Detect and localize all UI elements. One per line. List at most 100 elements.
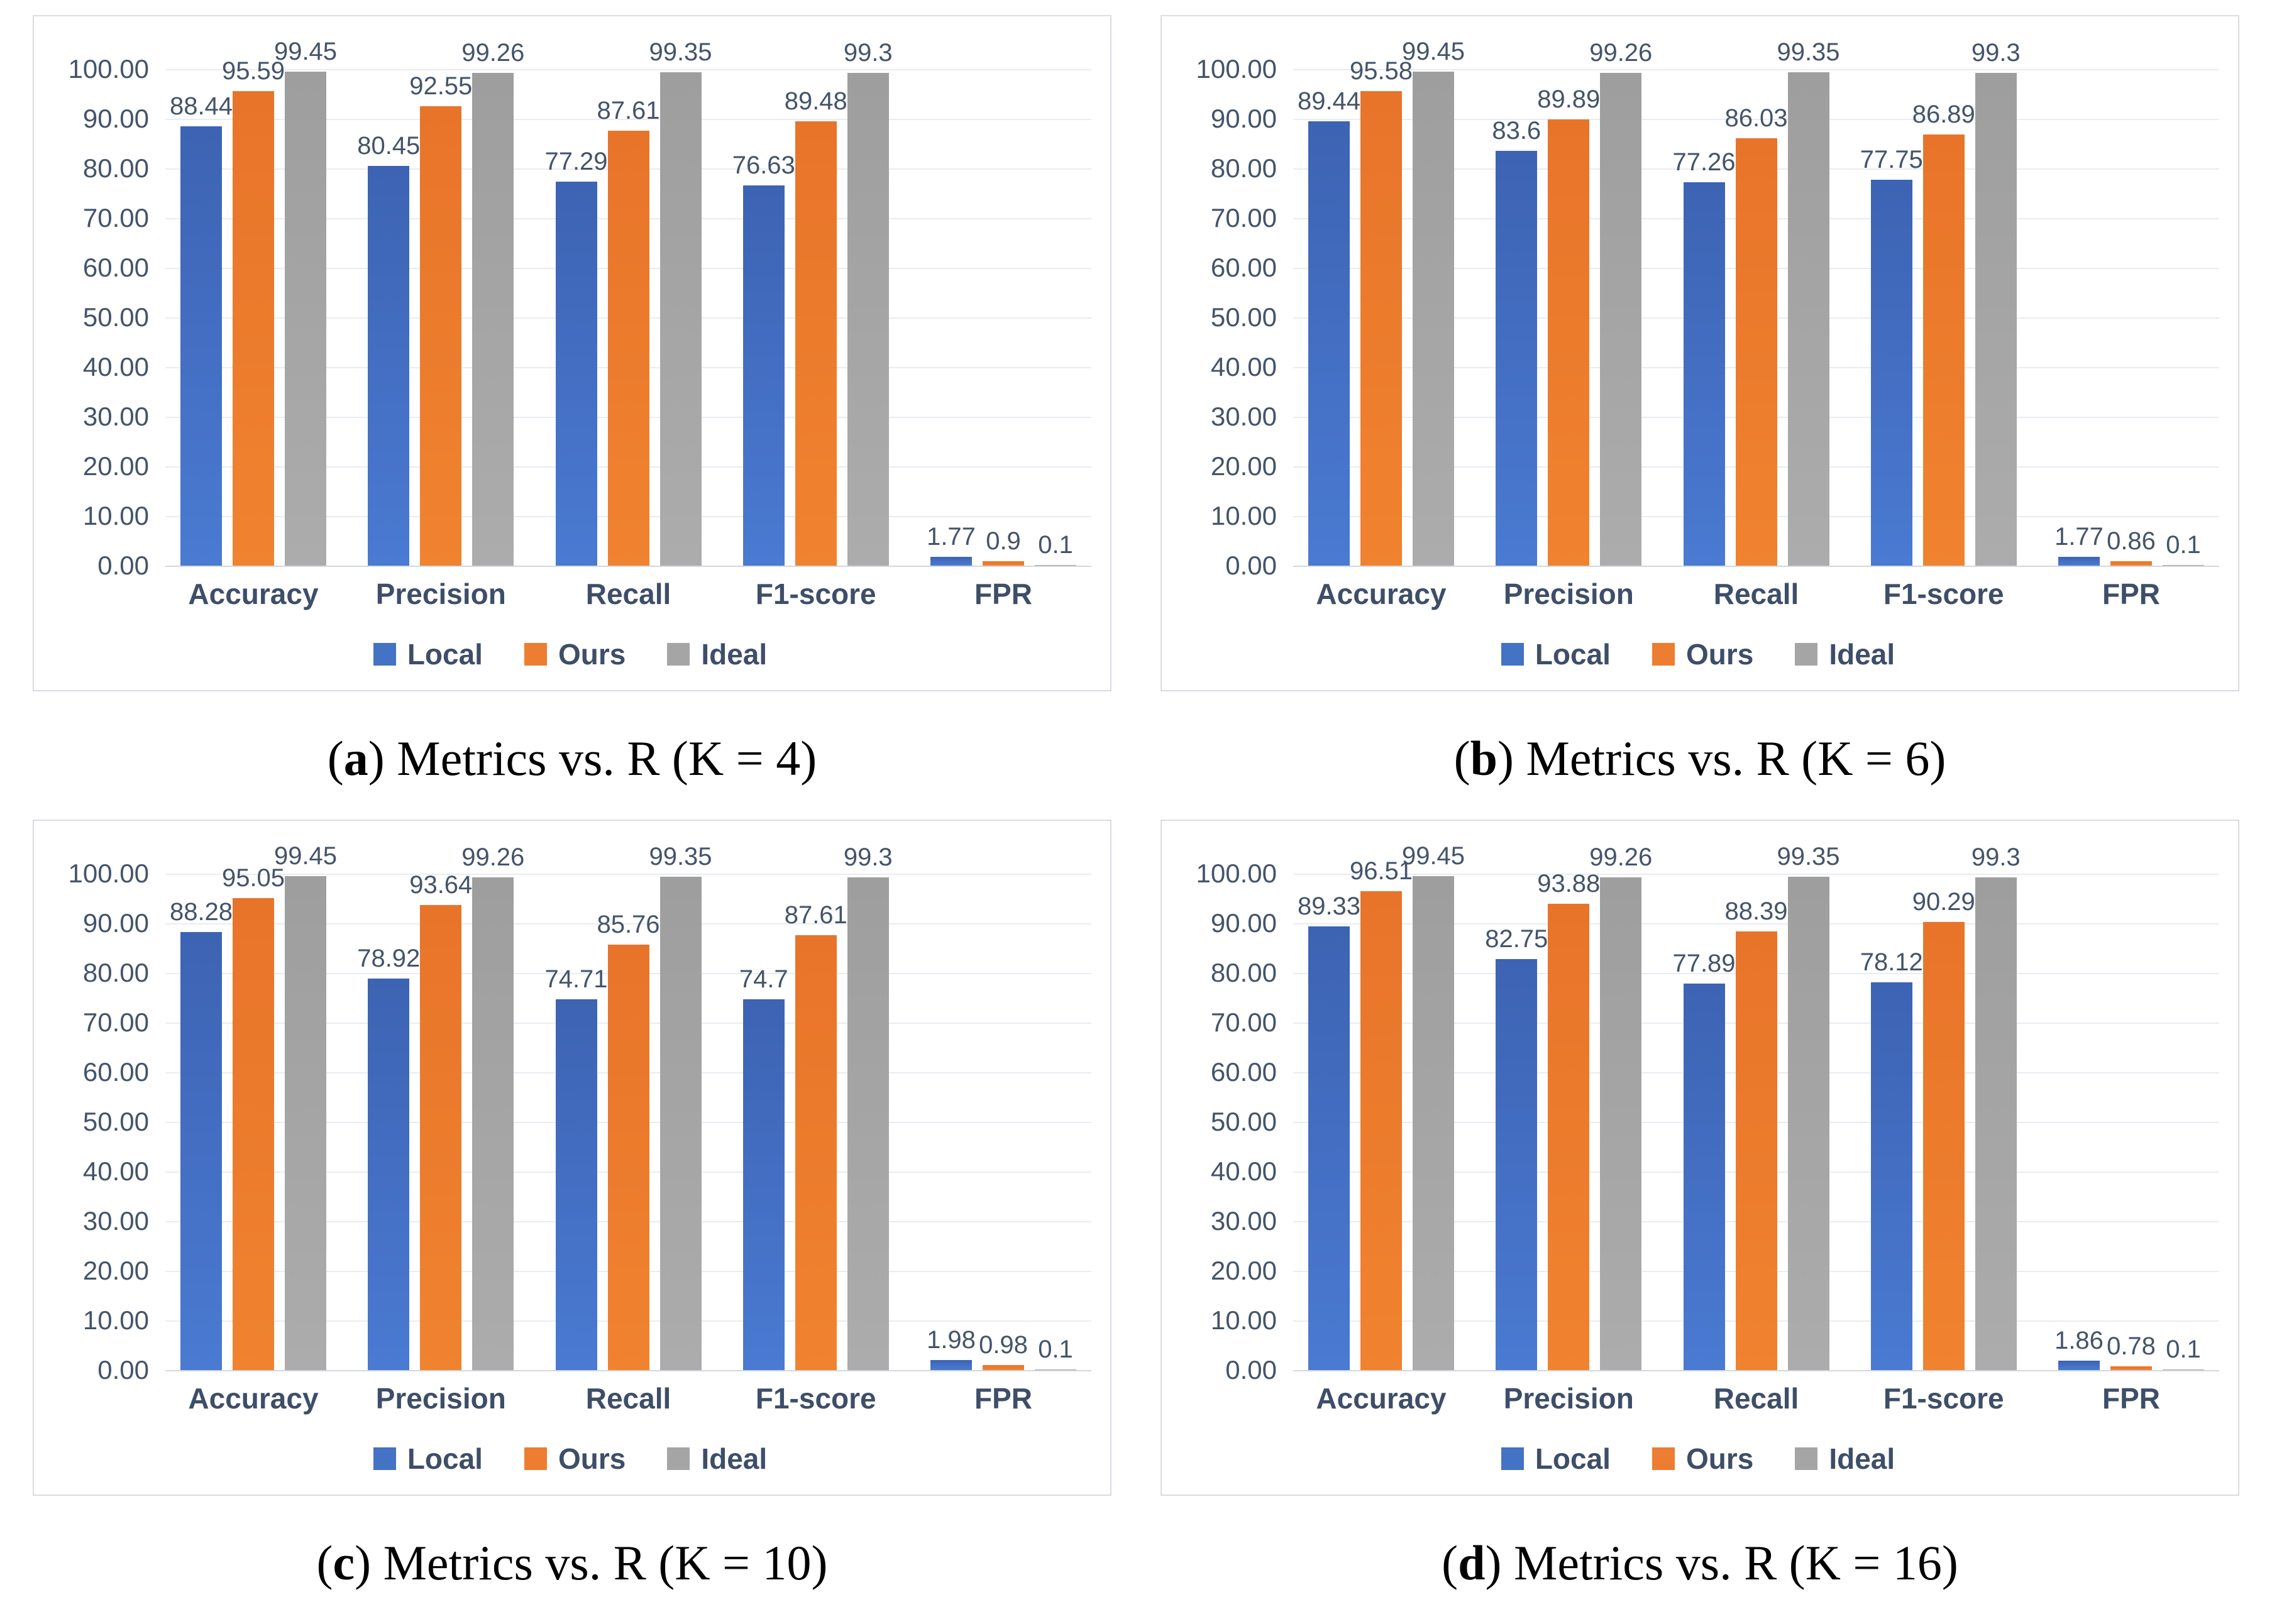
chart-panel: 100.00 90.00 80.00 70.00 60.00 50.00 40.00 30.0… — [1161, 15, 2239, 691]
bar-value-label: 0.1 — [2166, 531, 2201, 559]
bar-slot: 99.35 — [649, 843, 712, 1370]
bar-slot: 96.51 — [1350, 857, 1413, 1370]
bar-group-fpr: 1.77 0.9 0.1 — [927, 69, 1076, 566]
caption-letter: d — [1458, 1535, 1486, 1590]
bar-local-f1-score — [1870, 982, 1912, 1370]
bar-value-label: 76.63 — [732, 151, 795, 179]
legend-swatch-icon — [1501, 643, 1524, 666]
y-tick-label: 50.00 — [1210, 1107, 1277, 1136]
x-category-label: Precision — [1503, 578, 1634, 610]
bar-slot: 88.44 — [170, 69, 233, 566]
chart-caption: (d) Metrics vs. R (K = 16) — [1161, 1535, 2239, 1591]
bar-ours-recall — [1735, 138, 1777, 566]
bar-value-label: 93.88 — [1537, 870, 1601, 898]
bar-value-label: 89.44 — [1297, 87, 1361, 116]
bar-slot: 99.45 — [274, 38, 337, 566]
caption-paren-open: ( — [1442, 1535, 1459, 1590]
bar-ideal-fpr — [2163, 565, 2204, 566]
chart-body: 100.00 90.00 80.00 70.00 60.00 50.00 40.00 30.0… — [49, 842, 1091, 1415]
bar-slot: 99.26 — [1589, 843, 1652, 1370]
y-axis: 100.00 90.00 80.00 70.00 60.00 50.00 40.00 30.0… — [49, 859, 165, 1385]
x-category-label: F1-score — [755, 578, 876, 610]
y-tick-label: 20.00 — [1210, 1256, 1277, 1285]
legend-swatch-icon — [1795, 1447, 1818, 1470]
bar-value-label: 99.45 — [273, 38, 338, 66]
bar-slot: 99.3 — [844, 843, 893, 1370]
caption-text: Metrics vs. R (K = 16) — [1513, 1535, 1958, 1590]
y-tick-label: 60.00 — [1210, 253, 1277, 282]
bar-value-label: 82.75 — [1485, 925, 1548, 953]
x-category-label: Precision — [1503, 1382, 1634, 1415]
bar-slot: 99.35 — [1777, 843, 1840, 1370]
bar-slot: 83.6 — [1492, 69, 1541, 566]
bar-value-label: 99.3 — [1971, 38, 2021, 67]
bar-slot: 99.45 — [1402, 38, 1465, 566]
bar-value-label: 88.44 — [169, 92, 233, 121]
bar-value-label: 89.48 — [784, 87, 847, 116]
chart-panel: 100.00 90.00 80.00 70.00 60.00 50.00 40.00 30.0… — [33, 15, 1111, 691]
bar-value-label: 78.12 — [1860, 948, 1923, 976]
bar-local-accuracy — [1308, 926, 1350, 1370]
y-tick-label: 90.00 — [1210, 908, 1277, 938]
y-tick-label: 10.00 — [82, 1305, 149, 1335]
bar-slot: 95.59 — [222, 57, 285, 566]
bar-slot: 80.45 — [357, 69, 420, 566]
legend-label: Local — [407, 1442, 483, 1475]
chart-cell-d: 100.00 90.00 80.00 70.00 60.00 50.00 40.00 30.0… — [1161, 820, 2239, 1624]
bar-ideal-accuracy — [285, 876, 326, 1370]
bar-group-precision: 78.92 93.64 99.26 — [357, 843, 524, 1370]
bar-value-label: 95.59 — [221, 57, 285, 85]
bar-ours-recall — [607, 944, 649, 1370]
bar-slot: 0.1 — [2163, 69, 2204, 566]
legend: Local Ours Ideal — [49, 637, 1091, 676]
x-axis-labels: Accuracy Precision Recall F1-score FPR — [165, 1381, 1091, 1415]
y-axis: 100.00 90.00 80.00 70.00 60.00 50.00 40.00 30.0… — [1177, 54, 1293, 580]
y-tick-label: 0.00 — [97, 1355, 149, 1385]
bar-value-label: 99.35 — [1777, 38, 1840, 67]
caption-paren-close: ) — [368, 731, 397, 786]
plot-wrap: 89.33 96.51 99.45 82.75 93.88 99.26 77.89 88.39… — [1293, 842, 2219, 1415]
bar-group-accuracy: 88.44 95.59 99.45 — [170, 38, 337, 566]
legend-label: Ideal — [701, 638, 768, 671]
chart-panel: 100.00 90.00 80.00 70.00 60.00 50.00 40.00 30.0… — [33, 820, 1111, 1496]
x-category-label: Recall — [585, 578, 671, 610]
y-tick-label: 70.00 — [82, 1007, 149, 1037]
legend-label: Ours — [1685, 638, 1754, 671]
legend-item-ideal: Ideal — [667, 637, 767, 671]
bar-slot: 99.35 — [1777, 38, 1840, 566]
plot-wrap: 88.28 95.05 99.45 78.92 93.64 99.26 74.71 85.76… — [165, 842, 1091, 1415]
bar-value-label: 87.61 — [784, 901, 847, 929]
y-tick-label: 70.00 — [1210, 203, 1277, 233]
y-tick-label: 0.00 — [97, 551, 149, 580]
bar-slot: 99.45 — [1402, 842, 1465, 1370]
bar-slot: 90.29 — [1912, 874, 1975, 1370]
legend-swatch-icon — [373, 643, 396, 666]
y-tick-label: 20.00 — [1210, 451, 1277, 481]
chart-caption: (a) Metrics vs. R (K = 4) — [33, 730, 1111, 787]
bar-local-accuracy — [180, 126, 222, 566]
chart-body: 100.00 90.00 80.00 70.00 60.00 50.00 40.00 30.0… — [1177, 38, 2219, 611]
legend-item-ours: Ours — [1652, 637, 1753, 671]
y-axis: 100.00 90.00 80.00 70.00 60.00 50.00 40.00 30.0… — [49, 54, 165, 580]
bar-value-label: 1.86 — [2054, 1327, 2104, 1355]
bar-ours-accuracy — [233, 91, 274, 566]
bar-slot: 77.89 — [1672, 874, 1736, 1370]
bar-value-label: 95.58 — [1349, 57, 1413, 85]
bar-value-label: 85.76 — [597, 910, 660, 938]
x-category-label: Recall — [1713, 578, 1799, 610]
bar-value-label: 99.35 — [1777, 843, 1840, 871]
bar-groups: 88.28 95.05 99.45 78.92 93.64 99.26 74.71 85.76… — [165, 842, 1091, 1370]
bar-groups: 89.44 95.58 99.45 83.6 89.89 99.26 77.26 86.03 9… — [1293, 38, 2219, 566]
bar-value-label: 88.39 — [1724, 897, 1788, 925]
caption-paren-open: ( — [327, 731, 344, 786]
bar-ideal-recall — [1787, 877, 1829, 1370]
y-tick-label: 80.00 — [82, 153, 149, 183]
bar-slot: 93.64 — [409, 871, 472, 1370]
legend-label: Ours — [1685, 1442, 1754, 1475]
y-tick-label: 0.00 — [1225, 1355, 1277, 1385]
bar-group-accuracy: 88.28 95.05 99.45 — [170, 842, 337, 1370]
caption-paren-open: ( — [1453, 731, 1470, 786]
caption-paren-open: ( — [316, 1535, 333, 1590]
bar-value-label: 99.26 — [1589, 38, 1653, 67]
bar-slot: 0.1 — [2163, 874, 2204, 1370]
